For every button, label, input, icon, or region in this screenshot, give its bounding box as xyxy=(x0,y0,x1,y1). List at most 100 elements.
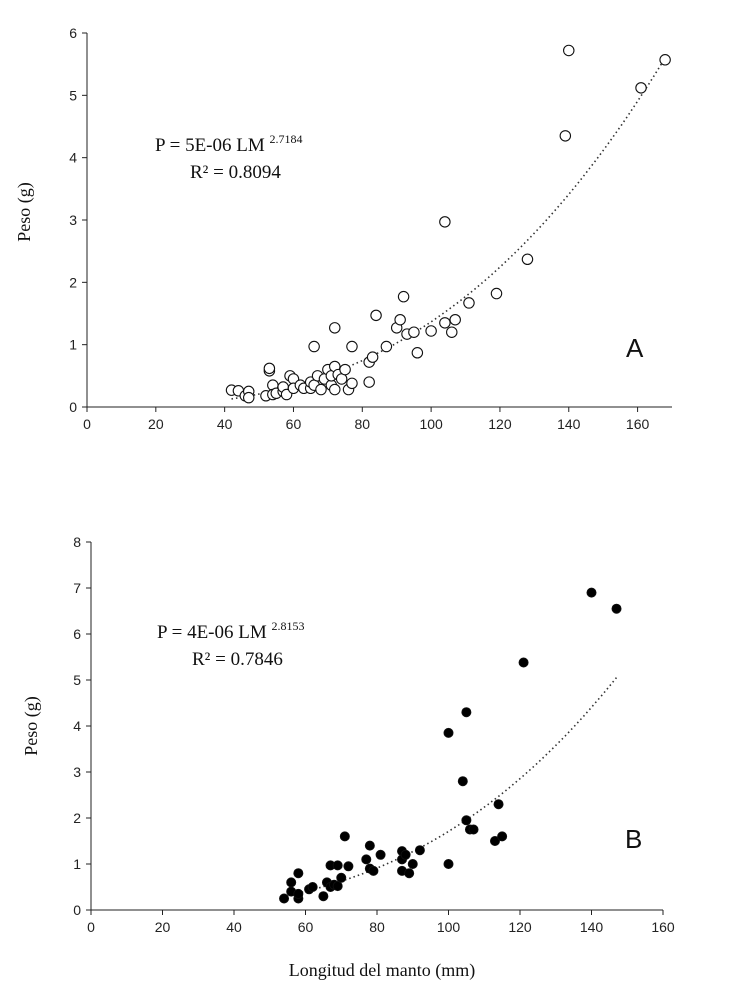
chart-a-y-label: Peso (g) xyxy=(14,182,35,242)
chart-a-point xyxy=(315,383,327,396)
chart-b-point xyxy=(343,861,354,872)
chart-a-point xyxy=(439,317,451,329)
chart-a-point xyxy=(370,309,382,322)
chart-a-trend-line xyxy=(231,57,666,400)
chart-b-y-tick-label: 6 xyxy=(73,626,81,642)
chart-a-x-tick-label: 20 xyxy=(148,416,164,432)
chart-b-point xyxy=(279,893,290,904)
chart-b-point xyxy=(293,888,304,899)
chart-b-x-label: Longitud del manto (mm) xyxy=(289,960,475,981)
chart-a: 0 1 2 3 4 5 6 0 20 40 60 80 100 120 140 160 Peso (g) P… xyxy=(14,25,672,432)
chart-a-x-tick-label: 60 xyxy=(286,416,302,432)
chart-b-point xyxy=(457,776,468,787)
chart-a-x-tick-label: 100 xyxy=(419,416,443,432)
chart-b-point xyxy=(468,824,479,835)
chart-b-x-tick-label: 160 xyxy=(651,919,675,935)
chart-b-y-tick-label: 7 xyxy=(73,580,81,596)
chart-a-point xyxy=(263,362,276,375)
chart-b-y-tick-label: 2 xyxy=(73,810,81,826)
chart-a-point xyxy=(346,340,358,353)
chart-b-point xyxy=(293,868,304,879)
chart-b-y-tick-label: 3 xyxy=(73,764,81,780)
chart-a-y-tick-label: 4 xyxy=(69,150,77,166)
chart-a-point xyxy=(329,383,341,396)
chart-b-point xyxy=(318,891,329,902)
chart-b-point xyxy=(518,657,529,668)
chart-a-point xyxy=(439,216,451,228)
chart-b-point xyxy=(489,836,500,847)
chart-a-equation: P = 5E-06 LM 2.7184 xyxy=(155,132,303,156)
chart-a-r-squared: R² = 0.8094 xyxy=(190,162,281,183)
chart-b-point xyxy=(461,815,472,826)
chart-b-x-ticks: 0 20 40 60 80 100 120 140 160 xyxy=(87,910,675,935)
chart-a-point xyxy=(397,290,410,303)
chart-a-point xyxy=(490,287,503,300)
chart-a-x-tick-label: 140 xyxy=(557,416,581,432)
chart-a-point xyxy=(521,253,534,266)
chart-b-point xyxy=(404,868,415,879)
chart-b-panel-label: B xyxy=(625,824,642,854)
chart-b-point xyxy=(407,859,418,870)
chart-b-x-tick-label: 80 xyxy=(369,919,385,935)
chart-b-point xyxy=(611,603,622,614)
chart-a-y-tick-label: 0 xyxy=(69,399,77,415)
chart-b-x-tick-label: 100 xyxy=(437,919,461,935)
chart-b-x-tick-label: 60 xyxy=(298,919,314,935)
chart-b-y-tick-label: 4 xyxy=(73,718,81,734)
chart-b-point xyxy=(414,845,425,856)
chart-b-point xyxy=(493,799,504,810)
chart-b-points xyxy=(279,587,622,904)
chart-b: 0 1 2 3 4 5 6 7 8 0 20 40 60 80 100 120 140 160 Peso (g)… xyxy=(21,534,675,981)
chart-b-x-tick-label: 0 xyxy=(87,919,95,935)
chart-a-x-ticks: 0 20 40 60 80 100 120 140 160 xyxy=(83,407,649,432)
chart-a-point xyxy=(559,130,572,142)
chart-b-y-tick-label: 8 xyxy=(73,534,81,550)
chart-a-x-tick-label: 120 xyxy=(488,416,512,432)
chart-b-r-squared: R² = 0.7846 xyxy=(192,649,283,670)
chart-a-point xyxy=(635,82,647,94)
chart-b-x-tick-label: 40 xyxy=(226,919,242,935)
chart-b-x-tick-label: 120 xyxy=(508,919,532,935)
chart-a-y-tick-label: 2 xyxy=(69,274,77,290)
chart-b-y-ticks: 0 1 2 3 4 5 6 7 8 xyxy=(73,534,91,918)
chart-a-point xyxy=(411,347,424,359)
chart-a-x-tick-label: 0 xyxy=(83,416,91,432)
chart-a-y-tick-label: 5 xyxy=(69,87,77,103)
chart-a-point xyxy=(446,326,458,338)
chart-a-point xyxy=(394,313,406,326)
chart-a-y-tick-label: 3 xyxy=(69,212,77,228)
chart-b-x-tick-label: 140 xyxy=(580,919,604,935)
chart-b-point xyxy=(461,707,472,718)
chart-a-point xyxy=(380,340,393,353)
chart-b-point xyxy=(368,865,379,876)
chart-a-point xyxy=(346,377,358,390)
chart-b-point xyxy=(364,840,375,851)
chart-b-x-tick-label: 20 xyxy=(155,919,171,935)
chart-b-point xyxy=(336,872,347,883)
chart-a-point xyxy=(563,44,575,57)
chart-a-point xyxy=(463,297,475,309)
chart-b-point xyxy=(586,587,597,598)
chart-b-point xyxy=(443,859,454,870)
chart-a-panel-label: A xyxy=(626,333,644,363)
chart-b-equation: P = 4E-06 LM 2.8153 xyxy=(157,619,305,643)
chart-b-y-label: Peso (g) xyxy=(21,696,42,756)
chart-b-y-tick-label: 5 xyxy=(73,672,81,688)
chart-b-point xyxy=(332,860,343,871)
chart-a-x-tick-label: 160 xyxy=(626,416,650,432)
chart-a-y-ticks: 0 1 2 3 4 5 6 xyxy=(69,25,87,415)
chart-a-point xyxy=(363,376,375,388)
chart-b-point xyxy=(400,849,411,860)
chart-b-point xyxy=(332,881,343,892)
chart-b-point xyxy=(307,882,318,893)
chart-a-x-tick-label: 40 xyxy=(217,416,233,432)
chart-b-point xyxy=(286,877,297,888)
chart-b-point xyxy=(361,854,372,865)
chart-a-y-tick-label: 1 xyxy=(69,337,77,353)
chart-a-point xyxy=(242,391,255,404)
chart-b-point xyxy=(497,831,508,842)
chart-b-point xyxy=(375,849,386,860)
chart-a-point xyxy=(329,322,341,334)
chart-b-y-tick-label: 0 xyxy=(73,902,81,918)
